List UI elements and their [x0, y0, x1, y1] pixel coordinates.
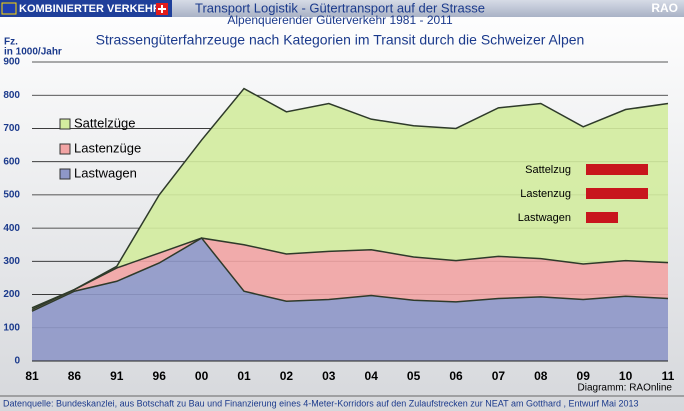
area-line	[31, 237, 669, 311]
chart-title: Strassengüterfahrzeuge nach Kategorien i…	[96, 32, 585, 48]
x-tick-label: 08	[534, 369, 548, 383]
subtitle: Alpenquerender Güterverkehr 1981 - 2011	[227, 13, 453, 27]
legend-label: Lastenzüge	[74, 140, 141, 155]
x-tick-label: 05	[407, 369, 421, 383]
truck-icon	[586, 212, 618, 223]
eu-flag	[1, 2, 17, 15]
truck-icons: Sattelzug Lastenzug Lastwagen	[518, 164, 648, 224]
y-tick-label: 400	[3, 223, 20, 234]
footer: Datenquelle: Bundeskanzlei, aus Botschaf…	[3, 398, 639, 408]
x-tick-label: 00	[195, 369, 209, 383]
legend-swatch	[59, 168, 71, 180]
x-tick-label: 03	[322, 369, 336, 383]
y-tick-label: 200	[3, 289, 20, 300]
x-tick-label: 81	[25, 369, 39, 383]
y-tick-label: 0	[14, 356, 20, 367]
legend-swatch	[59, 143, 71, 155]
y-tick-label: 300	[3, 256, 20, 267]
y-axis-label: in 1000/Jahr	[4, 47, 62, 58]
legend-label: Sattelzüge	[74, 115, 135, 130]
y-axis-label: Fz.	[4, 37, 18, 48]
y-tick-label: 900	[3, 57, 20, 68]
truck-icon	[586, 164, 648, 175]
x-tick-label: 09	[577, 369, 591, 383]
area-line	[31, 237, 669, 312]
area	[32, 238, 668, 361]
area-line	[31, 87, 669, 309]
x-tick-label: 04	[365, 369, 379, 383]
legend-label: Lastwagen	[74, 165, 137, 180]
header-right: RAO	[651, 1, 678, 15]
credit: Diagramm: RAOnline	[578, 383, 673, 394]
x-tick-label: 86	[68, 369, 82, 383]
legend-swatch	[59, 118, 71, 130]
x-tick-label: 91	[110, 369, 124, 383]
y-tick-label: 100	[3, 322, 20, 333]
y-tick-label: 800	[3, 90, 20, 101]
header-left-bg	[0, 0, 172, 17]
icon-label: Lastenzug	[520, 188, 571, 200]
icon-label: Lastwagen	[518, 212, 571, 224]
plot: 0 100 200 300 400 500 600 700 800 900 81 86 91 96 00 01…	[3, 57, 674, 384]
header-title: Transport Logistik - Gütertransport auf …	[195, 0, 485, 15]
x-tick-label: 11	[662, 369, 675, 383]
x-tick-label: 07	[492, 369, 506, 383]
y-tick-label: 500	[3, 190, 20, 201]
area	[32, 238, 668, 312]
x-tick-label: 01	[237, 369, 251, 383]
x-tick-label: 10	[619, 369, 633, 383]
y-tick-label: 600	[3, 156, 20, 167]
x-tick-label: 06	[449, 369, 463, 383]
area	[32, 88, 668, 310]
swiss-cross	[158, 8, 166, 10]
truck-icon	[586, 188, 648, 199]
icon-label: Sattelzug	[525, 164, 571, 176]
header-left: KOMBINIERTER VERKEHR	[19, 3, 161, 15]
x-tick-label: 96	[153, 369, 167, 383]
y-tick-label: 700	[3, 123, 20, 134]
x-tick-label: 02	[280, 369, 294, 383]
